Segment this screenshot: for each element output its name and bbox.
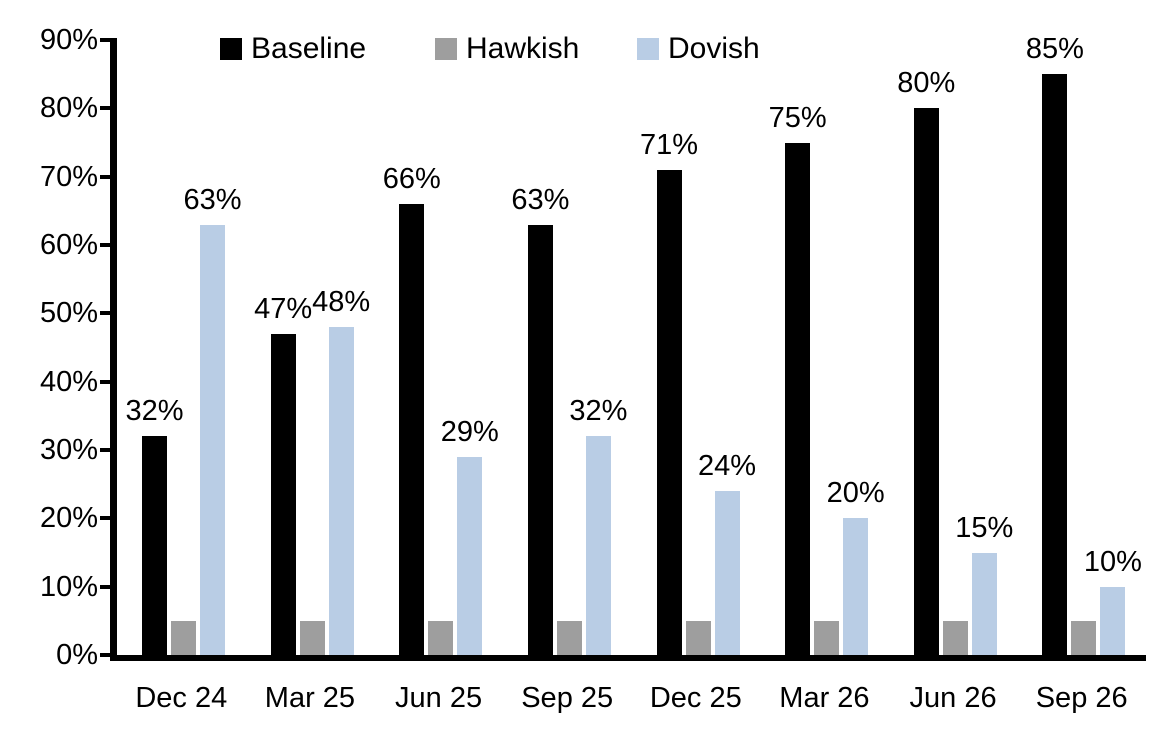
data-label: 48% — [312, 286, 371, 318]
bar-baseline-mar-26 — [785, 142, 811, 655]
data-label: 47% — [254, 292, 313, 325]
y-axis-line — [110, 38, 117, 661]
bar-dovish-mar-26 — [843, 518, 869, 655]
bar-dovish-jun-26 — [971, 552, 997, 655]
y-axis-tick — [100, 311, 110, 316]
bar-hawkish-mar-26 — [814, 620, 840, 655]
data-label: 10% — [1083, 545, 1142, 578]
bar-hawkish-dec-24 — [171, 620, 196, 655]
y-axis-label: 20% — [39, 502, 98, 535]
x-axis-line — [110, 655, 1146, 661]
y-axis-label: 0% — [56, 639, 98, 671]
y-axis-label: 70% — [39, 160, 98, 193]
data-label: 66% — [382, 163, 441, 195]
data-label: 63% — [183, 183, 242, 216]
data-label: 63% — [511, 183, 570, 216]
chart-legend: Baseline Hawkish Dovish — [0, 32, 1152, 66]
dovish-swatch-icon — [637, 38, 659, 60]
legend-label-dovish: Dovish — [668, 32, 760, 65]
bar-baseline-dec-24 — [142, 436, 167, 655]
y-axis-tick — [100, 38, 110, 42]
y-axis-tick — [100, 106, 110, 111]
data-label: 29% — [440, 415, 499, 448]
y-axis-tick — [100, 243, 110, 247]
bar-dovish-dec-24 — [200, 224, 225, 655]
bar-hawkish-dec-25 — [685, 620, 711, 655]
data-label: 20% — [826, 477, 885, 510]
x-axis-label: Mar 26 — [779, 682, 870, 714]
data-label: 71% — [639, 128, 699, 161]
bar-dovish-jun-25 — [457, 456, 483, 655]
x-axis-label: Dec 25 — [649, 682, 742, 714]
y-axis-tick — [100, 653, 110, 657]
legend-item-dovish: Dovish — [637, 32, 760, 66]
bar-hawkish-sep-26 — [1071, 620, 1097, 655]
y-axis-tick — [100, 584, 110, 589]
y-axis-tick — [100, 379, 110, 384]
y-axis-label: 30% — [39, 434, 98, 466]
y-axis-label: 80% — [39, 92, 98, 125]
bar-baseline-sep-25 — [527, 224, 553, 655]
data-label: 15% — [955, 511, 1014, 544]
y-axis-label: 50% — [39, 297, 98, 330]
x-axis-label: Jun 26 — [909, 682, 997, 714]
legend-label-baseline: Baseline — [251, 32, 367, 65]
data-label: 85% — [1025, 33, 1084, 66]
bar-baseline-mar-25 — [270, 333, 296, 655]
bar-hawkish-jun-25 — [428, 620, 454, 655]
data-label: 32% — [569, 395, 628, 428]
bar-dovish-sep-26 — [1100, 586, 1126, 655]
bar-dovish-sep-25 — [585, 436, 611, 655]
y-axis-tick — [100, 174, 110, 179]
x-axis-label: Sep 25 — [521, 682, 614, 714]
bar-dovish-mar-25 — [328, 327, 354, 655]
hawkish-swatch-icon — [435, 38, 457, 60]
data-label: 75% — [768, 101, 827, 134]
bar-baseline-jun-25 — [399, 204, 425, 655]
y-axis-tick — [100, 448, 110, 452]
bar-hawkish-sep-25 — [556, 620, 582, 655]
bar-baseline-jun-26 — [913, 108, 939, 655]
bar-hawkish-mar-25 — [299, 620, 325, 655]
legend-item-hawkish: Hawkish — [435, 32, 579, 66]
bar-baseline-dec-25 — [656, 169, 682, 655]
legend-label-hawkish: Hawkish — [466, 32, 580, 65]
y-axis-label: 90% — [39, 24, 98, 56]
x-axis-label: Sep 26 — [1035, 682, 1128, 714]
bar-baseline-sep-26 — [1042, 74, 1068, 655]
data-label: 24% — [697, 450, 757, 482]
y-axis-label: 40% — [39, 365, 98, 398]
x-axis-label: Jun 25 — [395, 682, 483, 714]
data-label: 80% — [897, 67, 956, 100]
x-axis-label: Dec 24 — [135, 682, 228, 714]
y-axis-label: 60% — [39, 229, 98, 261]
bar-hawkish-jun-26 — [942, 620, 968, 655]
x-axis-label: Mar 25 — [264, 682, 356, 714]
baseline-swatch-icon — [220, 38, 242, 60]
legend-item-baseline: Baseline — [220, 32, 366, 66]
y-axis-tick — [100, 516, 110, 521]
data-label: 32% — [125, 395, 184, 428]
bar-dovish-dec-25 — [714, 491, 740, 655]
y-axis-label: 10% — [39, 570, 98, 603]
